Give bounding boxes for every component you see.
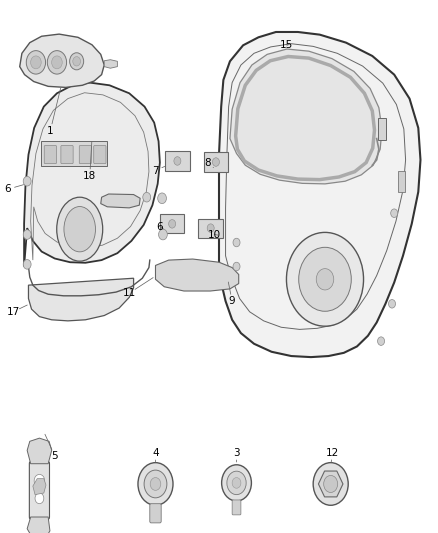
Circle shape xyxy=(143,192,151,202)
Text: 1: 1 xyxy=(47,126,54,135)
Circle shape xyxy=(31,56,41,69)
Polygon shape xyxy=(219,32,420,357)
Text: 8: 8 xyxy=(205,158,212,167)
Text: 7: 7 xyxy=(152,166,159,175)
Polygon shape xyxy=(24,83,160,266)
Circle shape xyxy=(324,475,338,492)
Circle shape xyxy=(233,238,240,247)
FancyBboxPatch shape xyxy=(94,146,106,164)
Ellipse shape xyxy=(64,207,95,252)
Circle shape xyxy=(232,478,241,488)
Circle shape xyxy=(159,229,167,240)
Polygon shape xyxy=(33,479,46,495)
Polygon shape xyxy=(41,141,107,166)
Text: 6: 6 xyxy=(4,184,11,194)
Circle shape xyxy=(391,209,398,217)
Circle shape xyxy=(144,470,167,498)
Circle shape xyxy=(316,269,334,290)
Circle shape xyxy=(158,193,166,204)
Text: 17: 17 xyxy=(7,307,20,317)
Circle shape xyxy=(286,232,364,326)
Text: 9: 9 xyxy=(229,296,236,306)
Text: 6: 6 xyxy=(156,222,163,231)
Circle shape xyxy=(389,300,396,308)
FancyBboxPatch shape xyxy=(150,504,161,523)
Text: 11: 11 xyxy=(123,288,136,298)
Circle shape xyxy=(207,224,214,232)
Circle shape xyxy=(378,337,385,345)
Circle shape xyxy=(70,53,84,70)
Polygon shape xyxy=(20,34,104,87)
FancyBboxPatch shape xyxy=(79,146,92,164)
Circle shape xyxy=(174,157,181,165)
Circle shape xyxy=(52,56,62,69)
Circle shape xyxy=(227,471,246,495)
FancyBboxPatch shape xyxy=(29,461,49,520)
FancyBboxPatch shape xyxy=(198,219,223,238)
Circle shape xyxy=(233,262,240,271)
FancyBboxPatch shape xyxy=(160,214,184,233)
Polygon shape xyxy=(318,471,343,497)
Circle shape xyxy=(169,220,176,228)
Text: 15: 15 xyxy=(280,41,293,50)
Circle shape xyxy=(222,465,251,501)
Text: 10: 10 xyxy=(208,230,221,239)
Circle shape xyxy=(34,474,45,487)
Circle shape xyxy=(26,51,46,74)
Text: 4: 4 xyxy=(152,448,159,458)
Circle shape xyxy=(138,463,173,505)
FancyBboxPatch shape xyxy=(204,152,228,172)
Circle shape xyxy=(150,478,161,490)
Text: 12: 12 xyxy=(326,448,339,458)
Polygon shape xyxy=(101,194,140,208)
FancyBboxPatch shape xyxy=(165,151,190,171)
Polygon shape xyxy=(28,278,134,321)
Circle shape xyxy=(23,230,31,239)
Text: 3: 3 xyxy=(233,448,240,458)
Circle shape xyxy=(23,176,31,186)
FancyBboxPatch shape xyxy=(61,146,73,164)
FancyBboxPatch shape xyxy=(232,500,241,515)
Polygon shape xyxy=(398,171,405,192)
Polygon shape xyxy=(378,118,386,140)
Circle shape xyxy=(299,247,351,311)
Circle shape xyxy=(23,260,31,269)
Circle shape xyxy=(47,51,67,74)
Circle shape xyxy=(212,158,219,166)
Circle shape xyxy=(35,493,44,504)
Ellipse shape xyxy=(57,197,102,261)
Circle shape xyxy=(313,463,348,505)
Text: 18: 18 xyxy=(83,171,96,181)
Polygon shape xyxy=(230,49,382,184)
Circle shape xyxy=(73,56,81,66)
Polygon shape xyxy=(155,259,239,291)
FancyBboxPatch shape xyxy=(44,146,57,164)
Polygon shape xyxy=(27,438,52,464)
Text: 5: 5 xyxy=(51,451,58,461)
Polygon shape xyxy=(104,60,117,68)
Polygon shape xyxy=(27,517,50,533)
